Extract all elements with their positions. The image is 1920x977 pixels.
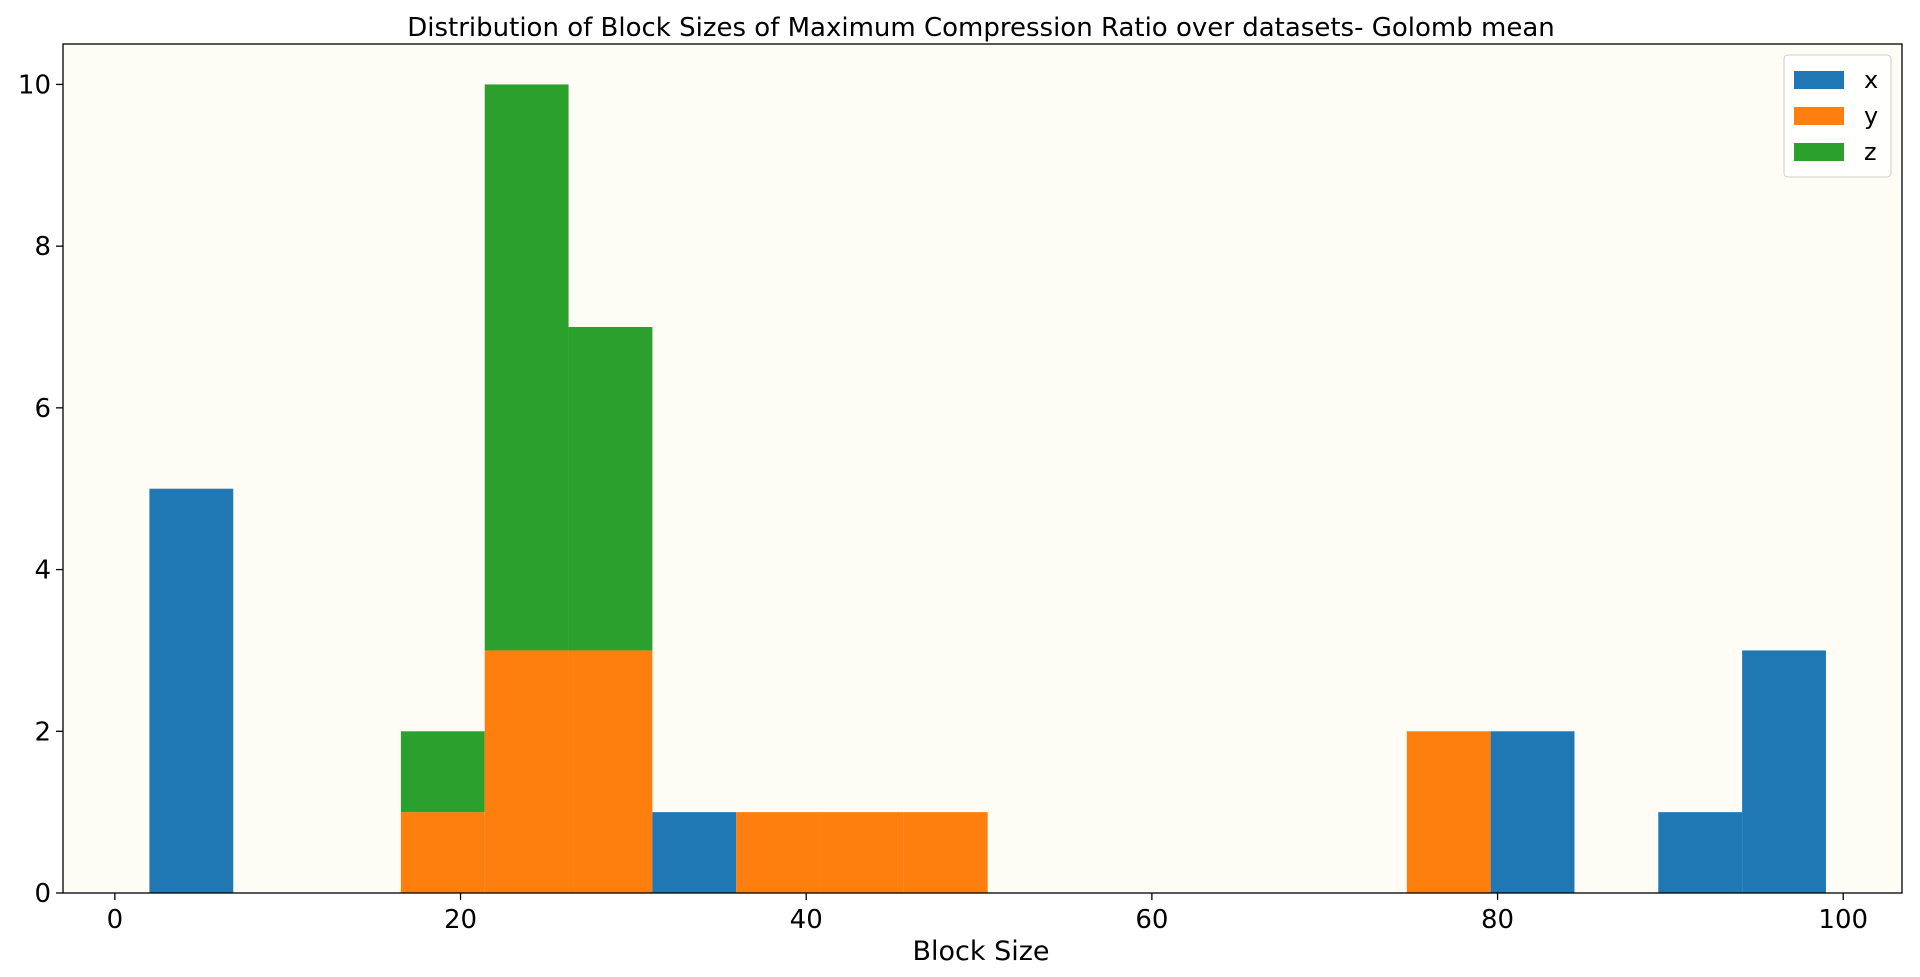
bars-layer (149, 84, 1826, 893)
x-axis-label: Block Size (912, 936, 1049, 967)
y-tick-label: 2 (34, 717, 51, 747)
x-tick-label: 100 (1818, 905, 1868, 935)
y-tick-label: 4 (34, 556, 51, 586)
bar-x-bin-6 (652, 812, 737, 893)
y-axis: 0 2 4 6 8 10 (18, 70, 63, 909)
legend-swatch-x (1794, 71, 1844, 89)
bar-z-bin-4 (484, 84, 569, 651)
bar-y-bin-15 (1406, 731, 1491, 893)
bar-x-bin-0 (149, 488, 234, 893)
x-axis: 0 20 40 60 80 100 (107, 893, 1868, 935)
x-tick-label: 80 (1481, 905, 1514, 935)
bar-y-bin-3 (400, 812, 485, 893)
legend-swatch-y (1794, 107, 1844, 125)
y-tick-label: 0 (34, 879, 51, 909)
bar-y-bin-4 (484, 650, 569, 893)
bar-x-bin-18 (1658, 812, 1743, 893)
bar-y-bin-9 (903, 812, 988, 893)
plot-frame (62, 43, 1903, 894)
bar-z-bin-5 (568, 327, 653, 651)
legend-label-y: y (1864, 102, 1878, 130)
x-tick-label: 20 (444, 905, 477, 935)
bar-y-bin-7 (736, 812, 821, 893)
y-tick-label: 8 (34, 232, 51, 262)
bar-x-bin-16 (1490, 731, 1575, 893)
bar-z-bin-3 (400, 731, 485, 813)
y-tick-label: 10 (18, 70, 51, 100)
legend-label-x: x (1864, 66, 1878, 94)
x-tick-label: 0 (107, 905, 124, 935)
x-tick-label: 40 (790, 905, 823, 935)
bar-y-bin-8 (820, 812, 904, 893)
y-tick-label: 6 (34, 394, 51, 424)
legend-swatch-z (1794, 143, 1844, 161)
legend-label-z: z (1864, 138, 1877, 166)
x-tick-label: 60 (1135, 905, 1168, 935)
chart-title: Distribution of Block Sizes of Maximum C… (407, 13, 1554, 43)
legend: xyz (1783, 54, 1892, 178)
bar-y-bin-5 (568, 650, 653, 893)
bar-x-bin-19 (1742, 650, 1826, 893)
plot-area (63, 44, 1902, 893)
